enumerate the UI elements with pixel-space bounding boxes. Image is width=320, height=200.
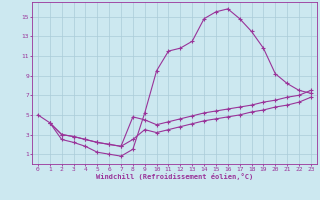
X-axis label: Windchill (Refroidissement éolien,°C): Windchill (Refroidissement éolien,°C) bbox=[96, 173, 253, 180]
